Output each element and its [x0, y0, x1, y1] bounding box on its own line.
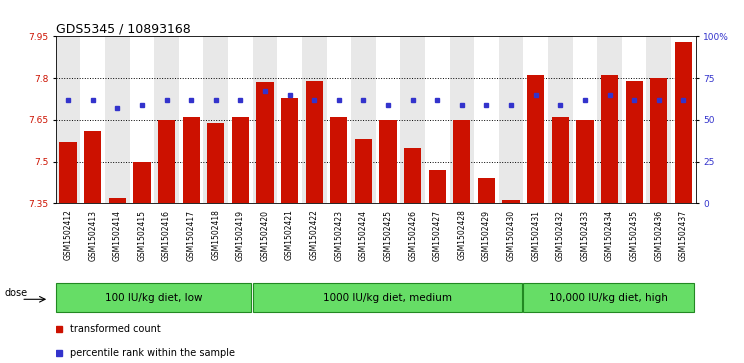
Bar — [404, 148, 421, 203]
Bar — [478, 178, 495, 203]
Bar — [400, 36, 425, 203]
Bar — [523, 36, 548, 203]
Bar — [376, 36, 400, 203]
Bar — [650, 78, 667, 203]
Bar — [429, 170, 446, 203]
Bar — [129, 36, 154, 203]
Bar — [207, 123, 225, 203]
Bar — [573, 36, 597, 203]
Bar — [474, 36, 498, 203]
Text: dose: dose — [4, 288, 28, 298]
Bar — [278, 36, 302, 203]
Bar — [330, 117, 347, 203]
Bar — [351, 36, 376, 203]
Bar — [302, 36, 327, 203]
Bar — [56, 283, 251, 312]
Bar — [133, 162, 150, 203]
Bar — [597, 36, 622, 203]
Text: transformed count: transformed count — [70, 324, 161, 334]
Bar — [281, 98, 298, 203]
Bar — [355, 139, 372, 203]
Bar — [449, 36, 474, 203]
Bar — [232, 117, 249, 203]
Bar — [179, 36, 203, 203]
Bar — [502, 200, 519, 203]
Bar — [109, 198, 126, 203]
Bar — [80, 36, 105, 203]
Bar — [327, 36, 351, 203]
Bar — [523, 283, 694, 312]
Bar — [154, 36, 179, 203]
Bar — [601, 75, 618, 203]
Bar — [675, 42, 692, 203]
Text: 100 IU/kg diet, low: 100 IU/kg diet, low — [105, 293, 202, 303]
Text: 1000 IU/kg diet, medium: 1000 IU/kg diet, medium — [323, 293, 452, 303]
Bar — [253, 283, 522, 312]
Bar — [671, 36, 696, 203]
Text: 10,000 IU/kg diet, high: 10,000 IU/kg diet, high — [550, 293, 668, 303]
Bar — [84, 131, 101, 203]
Bar — [228, 36, 253, 203]
Bar — [527, 75, 545, 203]
Bar — [56, 36, 80, 203]
Bar — [622, 36, 647, 203]
Text: GDS5345 / 10893168: GDS5345 / 10893168 — [56, 22, 190, 35]
Bar — [548, 36, 573, 203]
Bar — [379, 120, 397, 203]
Bar — [425, 36, 449, 203]
Bar — [306, 81, 323, 203]
Bar — [626, 81, 643, 203]
Bar — [257, 82, 274, 203]
Bar — [105, 36, 129, 203]
Bar — [453, 120, 470, 203]
Bar — [158, 120, 175, 203]
Text: percentile rank within the sample: percentile rank within the sample — [70, 348, 235, 358]
Bar — [498, 36, 523, 203]
Bar — [647, 36, 671, 203]
Bar — [203, 36, 228, 203]
Bar — [253, 36, 278, 203]
Bar — [182, 117, 199, 203]
Bar — [577, 120, 594, 203]
Bar — [552, 117, 569, 203]
Bar — [60, 142, 77, 203]
